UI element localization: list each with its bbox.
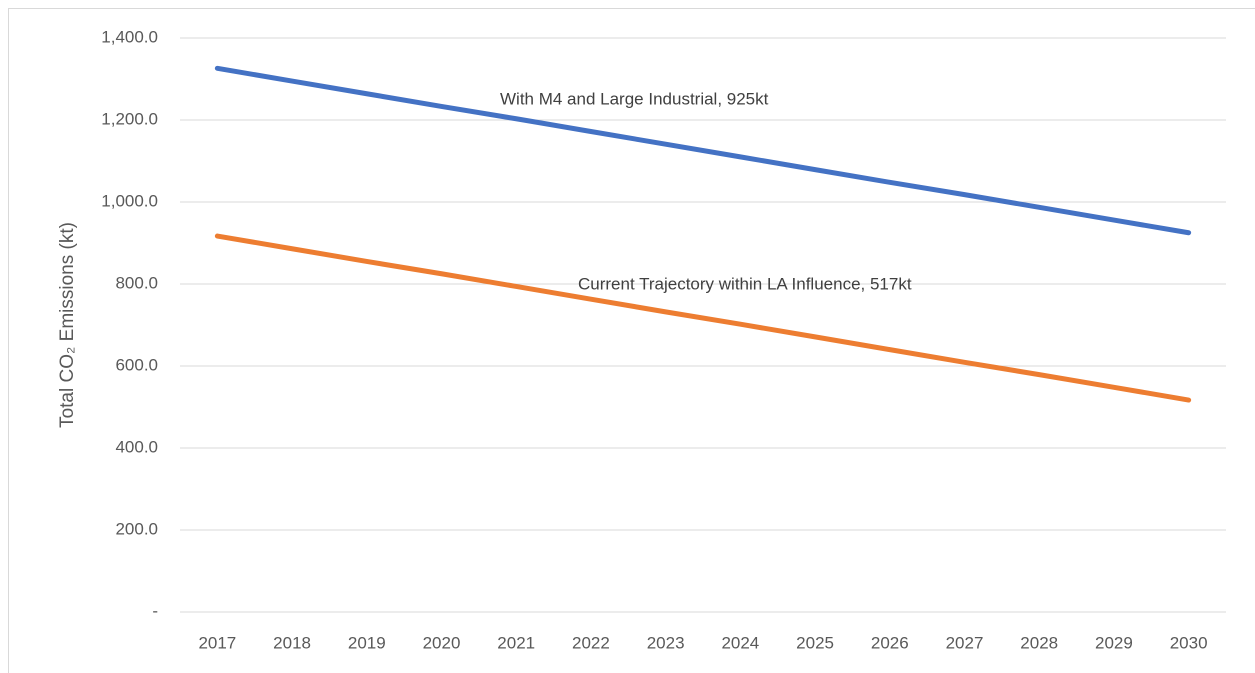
y-tick-label: 1,200.0 [101, 109, 158, 128]
x-tick-label: 2029 [1095, 633, 1133, 652]
x-tick-label: 2021 [497, 633, 535, 652]
y-tick-label: 400.0 [115, 437, 158, 456]
x-tick-label: 2022 [572, 633, 610, 652]
x-tick-label: 2030 [1170, 633, 1208, 652]
x-tick-label: 2026 [871, 633, 909, 652]
y-tick-label: 1,000.0 [101, 191, 158, 210]
x-tick-label: 2023 [647, 633, 685, 652]
y-tick-label: 600.0 [115, 355, 158, 374]
x-tick-label: 2025 [796, 633, 834, 652]
series-line [214, 65, 1192, 236]
x-tick-label: 2027 [946, 633, 984, 652]
x-tick-label: 2024 [721, 633, 759, 652]
series-line [214, 233, 1192, 403]
y-tick-label: - [152, 601, 158, 620]
annotation: With M4 and Large Industrial, 925kt [500, 89, 769, 108]
y-tick-label: 1,400.0 [101, 27, 158, 46]
chart-border [8, 8, 1255, 673]
y-tick-label: 800.0 [115, 273, 158, 292]
x-tick-label: 2028 [1020, 633, 1058, 652]
y-tick-label: 200.0 [115, 519, 158, 538]
x-tick-label: 2020 [423, 633, 461, 652]
x-tick-label: 2017 [198, 633, 236, 652]
x-tick-label: 2018 [273, 633, 311, 652]
y-axis-label: Total CO₂ Emissions (kt) [57, 222, 78, 428]
annotation: Current Trajectory within LA Influence, … [578, 274, 912, 293]
x-tick-label: 2019 [348, 633, 386, 652]
